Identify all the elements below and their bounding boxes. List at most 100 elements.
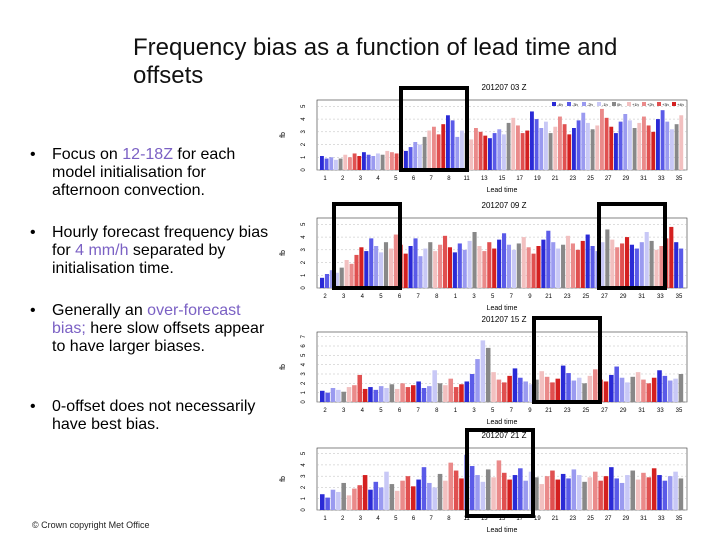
- x-tick-label: 17: [516, 176, 523, 182]
- legend-label: -1h: [602, 102, 608, 107]
- bar: [679, 248, 684, 288]
- bar: [475, 475, 480, 510]
- bar: [428, 242, 433, 288]
- x-tick-label: 33: [658, 176, 665, 182]
- x-tick-label: 6: [412, 516, 416, 522]
- bar: [362, 388, 368, 402]
- bar: [413, 238, 418, 288]
- bar: [453, 470, 459, 510]
- bar: [625, 382, 630, 402]
- bar: [394, 388, 400, 402]
- bar: [590, 129, 595, 170]
- bar: [614, 478, 619, 510]
- bar: [539, 484, 545, 510]
- bullet-text: 0-offset does not necessarily have best …: [52, 398, 272, 434]
- bar: [523, 381, 528, 402]
- bar: [651, 468, 657, 510]
- bar: [357, 156, 362, 170]
- x-tick-label: 6: [398, 294, 402, 300]
- bar: [614, 366, 619, 402]
- bar: [432, 370, 437, 402]
- footer-copyright: © Crown copyright Met Office: [32, 520, 150, 530]
- x-tick-label: 2: [341, 516, 345, 522]
- bar: [544, 121, 548, 170]
- y-tick-label: 4: [301, 117, 307, 121]
- bar: [497, 129, 502, 170]
- y-tick-label: 5: [301, 222, 307, 226]
- x-tick-label: 25: [587, 176, 594, 182]
- x-tick-label: 21: [552, 176, 559, 182]
- bar: [521, 237, 526, 288]
- bar: [575, 249, 580, 288]
- bar: [357, 374, 363, 402]
- bullet-text: Hourly forecast frequency bias for 4 mm/…: [52, 224, 272, 278]
- bar: [438, 244, 443, 288]
- bar: [320, 390, 325, 402]
- bar: [555, 378, 561, 402]
- bar: [483, 135, 488, 170]
- x-tick-label: 29: [620, 294, 627, 300]
- y-tick-label: 1: [301, 155, 307, 159]
- bar: [436, 134, 441, 170]
- bar: [674, 124, 679, 170]
- bar: [646, 125, 651, 170]
- bar: [346, 387, 352, 402]
- bar: [388, 248, 393, 288]
- bar: [516, 125, 520, 170]
- bar: [502, 382, 507, 402]
- x-tick-label: 33: [658, 516, 665, 522]
- bar: [572, 128, 576, 170]
- bar: [539, 371, 545, 402]
- x-tick-label: 27: [605, 176, 612, 182]
- bullet-text-pre: Hourly forecast frequency bias for: [52, 224, 269, 259]
- bar: [630, 470, 636, 510]
- legend-label: -3h: [572, 102, 578, 107]
- bar: [482, 251, 487, 288]
- bar: [487, 242, 492, 288]
- bar: [646, 477, 652, 510]
- x-tick-label: 21: [545, 408, 552, 414]
- bar: [609, 126, 614, 170]
- bar: [364, 251, 369, 288]
- x-tick-label: 23: [564, 408, 571, 414]
- bar: [511, 249, 516, 288]
- x-tick-label: 3: [472, 408, 476, 414]
- legend-swatch: [582, 102, 586, 106]
- bar: [546, 230, 551, 288]
- x-tick-label: 21: [552, 516, 559, 522]
- bar: [379, 252, 384, 288]
- bar: [433, 251, 438, 288]
- x-tick-label: 4: [376, 176, 380, 182]
- bar: [378, 386, 384, 402]
- y-tick-label: 2: [301, 485, 307, 489]
- bar: [320, 494, 325, 510]
- bar: [531, 253, 536, 288]
- bar: [341, 482, 346, 510]
- bar: [530, 111, 534, 170]
- y-axis-label: fb: [280, 476, 287, 482]
- bar: [651, 131, 656, 170]
- y-axis-label: fb: [280, 132, 287, 138]
- bar: [673, 471, 678, 510]
- bar: [496, 460, 502, 510]
- bar: [478, 131, 483, 170]
- bar: [619, 482, 625, 510]
- x-tick-label: 8: [447, 176, 451, 182]
- y-tick-label: 0: [301, 400, 307, 404]
- bar: [615, 247, 620, 288]
- bar: [374, 246, 379, 288]
- bar: [667, 476, 673, 510]
- x-axis-label: Lead time: [487, 527, 518, 534]
- bar: [628, 120, 632, 170]
- legend-swatch: [657, 102, 661, 106]
- bar: [619, 377, 625, 402]
- bar: [413, 142, 418, 170]
- y-tick-label: 1: [301, 496, 307, 500]
- bullet-dot: •: [30, 302, 36, 319]
- bar: [678, 478, 684, 510]
- x-tick-label: 5: [491, 408, 495, 414]
- bar: [452, 252, 457, 288]
- bar: [528, 471, 534, 510]
- bar: [320, 277, 325, 288]
